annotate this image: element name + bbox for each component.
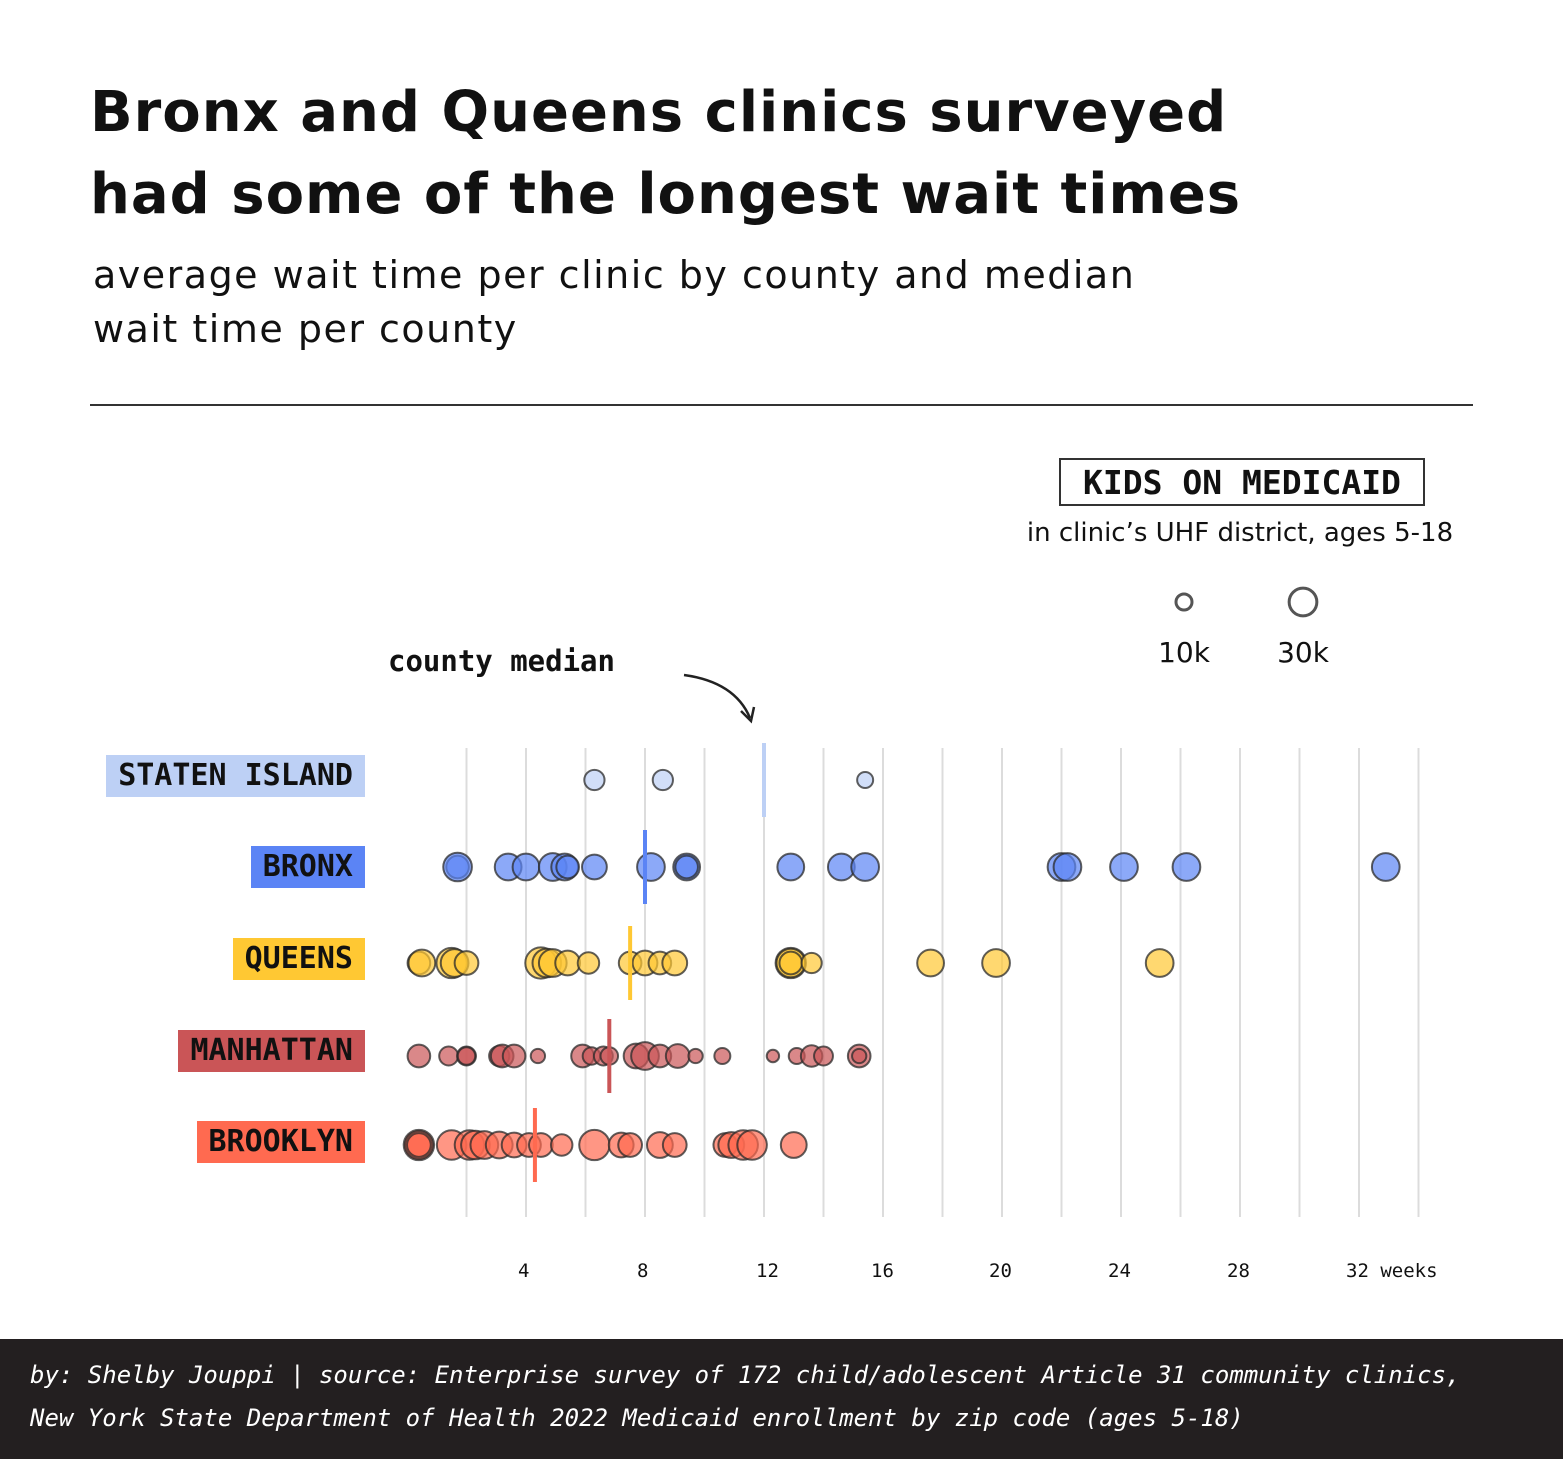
clinic-point-bronx xyxy=(1052,852,1083,882)
clinic-point-queens xyxy=(981,948,1011,978)
clinic-point-queens xyxy=(407,948,437,978)
clinic-point-bronx xyxy=(581,853,608,881)
clinic-point-queens xyxy=(554,949,582,977)
clinic-point-bronx xyxy=(555,854,580,880)
county-label-brooklyn: BROOKLYN xyxy=(196,1121,365,1163)
x-tick-label: 16 xyxy=(871,1260,894,1282)
clinic-point-brooklyn xyxy=(617,1132,643,1158)
clinic-point-brooklyn xyxy=(528,1132,554,1158)
clinic-point-staten-island xyxy=(583,768,606,792)
clinic-point-manhattan xyxy=(851,1047,868,1065)
clinic-point-manhattan xyxy=(687,1047,704,1065)
clinic-point-queens xyxy=(1144,948,1175,978)
clinic-point-staten-island xyxy=(856,771,875,789)
clinic-point-manhattan xyxy=(664,1043,691,1069)
size-legend-small-label: 10k xyxy=(1158,636,1210,669)
size-legend-large-circle xyxy=(1287,586,1319,618)
x-tick-label: 4 xyxy=(518,1260,530,1282)
footer-line-1: by: Shelby Jouppi | source: Enterprise s… xyxy=(30,1361,1461,1389)
chart-subtitle: average wait time per clinic by county a… xyxy=(93,248,1243,356)
clinic-point-bronx xyxy=(850,852,881,882)
size-legend-title: KIDS ON MEDICAID xyxy=(1059,458,1425,506)
x-tick-label: 28 xyxy=(1227,1260,1250,1282)
county-label-staten-island: STATEN ISLAND xyxy=(106,755,365,797)
subtitle-line-1: average wait time per clinic by county a… xyxy=(93,253,1136,297)
clinic-point-queens xyxy=(778,950,804,976)
clinic-point-staten-island xyxy=(651,768,674,792)
clinic-point-bronx xyxy=(442,851,473,883)
clinic-point-manhattan xyxy=(529,1047,547,1065)
size-legend-small-circle xyxy=(1174,592,1194,612)
plot-marks xyxy=(402,743,1401,1182)
clinic-point-bronx xyxy=(511,852,541,882)
x-tick-label: 24 xyxy=(1108,1260,1131,1282)
title-line-2: had some of the longest wait times xyxy=(90,162,1242,227)
clinic-point-brooklyn xyxy=(578,1128,611,1162)
clinic-point-brooklyn xyxy=(661,1132,688,1158)
clinic-point-brooklyn xyxy=(406,1132,432,1158)
title-line-1: Bronx and Queens clinics surveyed xyxy=(90,80,1228,145)
x-tick-label: 32 weeks xyxy=(1346,1260,1438,1282)
county-label-manhattan: MANHATTAN xyxy=(178,1030,365,1072)
county-label-queens: QUEENS xyxy=(232,938,365,980)
size-legend-subtitle: in clinic’s UHF district, ages 5-18 xyxy=(1026,518,1454,548)
chart-title: Bronx and Queens clinics surveyed had som… xyxy=(90,72,1290,236)
county-label-bronx: BRONX xyxy=(250,846,365,888)
clinic-point-brooklyn xyxy=(549,1133,574,1157)
title-divider xyxy=(90,404,1473,406)
clinic-point-manhattan xyxy=(501,1043,527,1069)
clinic-point-manhattan xyxy=(813,1045,834,1067)
median-arrow-head xyxy=(740,706,756,724)
clinic-point-bronx xyxy=(1370,852,1401,882)
clinic-point-brooklyn xyxy=(779,1131,808,1159)
clinic-point-bronx xyxy=(1171,852,1202,882)
median-arrow xyxy=(683,673,752,719)
size-legend-circles xyxy=(1174,586,1319,618)
clinic-point-queens xyxy=(916,948,945,978)
x-tick-label: 12 xyxy=(756,1260,779,1282)
size-legend-large-label: 30k xyxy=(1277,636,1329,669)
footer-credits: by: Shelby Jouppi | source: Enterprise s… xyxy=(0,1339,1563,1459)
county-median-annotation: county median xyxy=(388,644,615,678)
clinic-point-manhattan xyxy=(713,1047,732,1065)
clinic-point-manhattan xyxy=(406,1043,432,1069)
clinic-point-manhattan xyxy=(456,1046,477,1066)
clinic-point-queens xyxy=(800,951,823,975)
x-tick-label: 8 xyxy=(637,1260,649,1282)
clinic-point-bronx xyxy=(1109,852,1139,882)
clinic-point-bronx xyxy=(674,854,699,880)
clinic-point-brooklyn xyxy=(736,1129,768,1161)
clinic-point-queens xyxy=(661,949,689,977)
footer-line-2: New York State Department of Health 2022… xyxy=(30,1404,1244,1432)
clinic-point-bronx xyxy=(636,852,666,882)
clinic-point-manhattan xyxy=(438,1045,460,1067)
clinic-point-queens xyxy=(453,950,480,976)
subtitle-line-2: wait time per county xyxy=(93,307,518,351)
x-tick-label: 20 xyxy=(989,1260,1012,1282)
clinic-point-queens xyxy=(576,951,601,975)
clinic-point-manhattan xyxy=(765,1048,781,1064)
clinic-point-bronx xyxy=(776,852,806,882)
